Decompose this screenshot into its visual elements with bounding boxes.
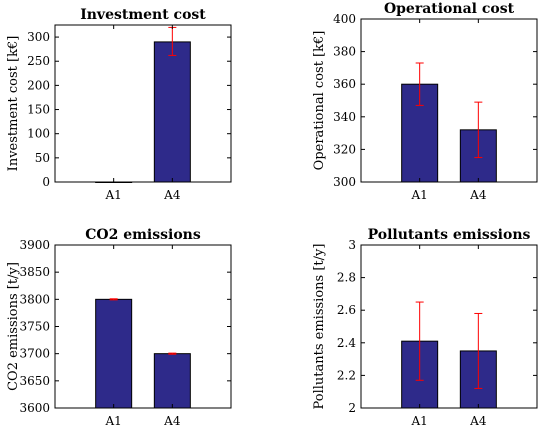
chart-3: CO2 emissions CO2 emissions [t/y] 3600 3650… xyxy=(6,227,232,428)
x-tick-label: A1 xyxy=(105,188,122,202)
axes-box xyxy=(360,244,538,409)
y-axis-label: Pollutants emissions [t/y] xyxy=(312,244,327,410)
y-tick-label: 200 xyxy=(27,78,50,92)
chart-title: Operational cost xyxy=(384,1,515,17)
x-tick-label: A4 xyxy=(469,188,487,202)
y-tick-label: 150 xyxy=(27,103,50,117)
axes-box xyxy=(360,18,538,183)
chart-title: Pollutants emissions xyxy=(368,227,531,243)
y-tick-label: 3850 xyxy=(19,265,50,279)
y-tick-label: 3750 xyxy=(19,320,50,334)
y-tick-label: 360 xyxy=(333,77,356,91)
y-tick-label: 380 xyxy=(333,45,356,59)
error-bar-A1 xyxy=(415,301,424,381)
y-tick-label: 300 xyxy=(27,30,50,44)
y-tick-label: 50 xyxy=(35,151,50,165)
y-tick-label: 2 xyxy=(348,401,356,415)
y-tick-label: 3 xyxy=(348,238,356,252)
x-tick-label: A1 xyxy=(105,414,122,428)
y-tick-label: 2.8 xyxy=(337,271,356,285)
axes-box xyxy=(54,244,232,409)
y-tick-label: 300 xyxy=(333,175,356,189)
y-tick-label: 3600 xyxy=(19,401,50,415)
y-axis-label: Operational cost [k€] xyxy=(312,31,327,171)
y-tick-label: 2.6 xyxy=(337,303,356,317)
chart-title: CO2 emissions xyxy=(85,227,201,243)
y-tick-label: 2.2 xyxy=(337,368,356,382)
x-tick-label: A4 xyxy=(163,414,181,428)
y-tick-label: 0 xyxy=(42,175,50,189)
x-tick-label: A4 xyxy=(469,414,487,428)
x-tick-label: A1 xyxy=(411,414,428,428)
x-tick-label: A1 xyxy=(411,188,428,202)
error-bar-A4 xyxy=(168,352,177,355)
y-tick-label: 100 xyxy=(27,127,50,141)
bar-A4 xyxy=(153,353,191,409)
bar-A4 xyxy=(153,41,191,183)
y-axis-label: CO2 emissions [t/y] xyxy=(6,262,21,391)
error-bar-A4 xyxy=(474,101,483,159)
y-tick-label: 250 xyxy=(27,54,50,68)
x-tick-label: A4 xyxy=(163,188,181,202)
chart-1: Investment cost Investment cost [k€] 0 50 10… xyxy=(6,7,232,202)
chart-4: Pollutants emissions Pollutants emissions… xyxy=(312,227,538,428)
error-bar-A1 xyxy=(109,298,118,301)
chart-2: Operational cost Operational cost [k€] 300… xyxy=(312,1,538,202)
y-tick-label: 3650 xyxy=(19,374,50,388)
bar-A1 xyxy=(95,298,133,409)
y-axis-label: Investment cost [k€] xyxy=(6,36,21,172)
y-tick-label: 3900 xyxy=(19,238,50,252)
y-tick-label: 340 xyxy=(333,110,356,124)
error-bar-A4 xyxy=(474,312,483,389)
axes-box xyxy=(54,24,232,183)
y-tick-label: 3800 xyxy=(19,292,50,306)
y-tick-label: 320 xyxy=(333,142,356,156)
chart-title: Investment cost xyxy=(80,7,206,23)
y-tick-label: 2.4 xyxy=(337,336,356,350)
error-bar-A1 xyxy=(415,62,424,106)
y-tick-label: 3700 xyxy=(19,347,50,361)
y-tick-label: 400 xyxy=(333,12,356,26)
